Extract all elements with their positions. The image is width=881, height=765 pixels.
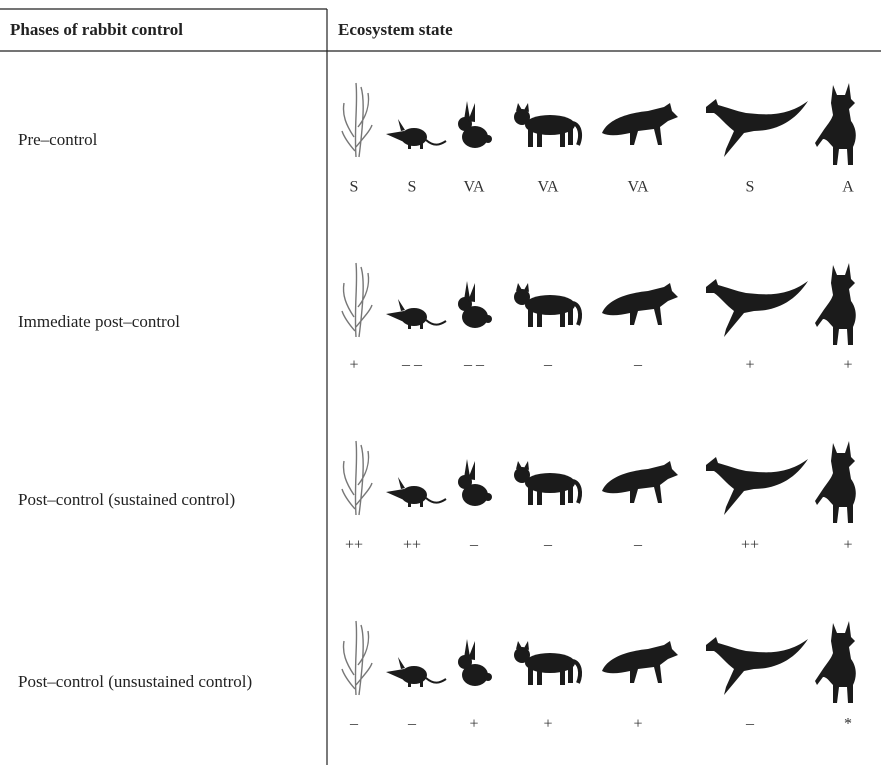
state-label: + — [843, 537, 852, 554]
state-label: + — [543, 716, 552, 733]
state-label: * — [844, 716, 852, 733]
phase-label: Pre–control — [18, 130, 98, 149]
icons — [341, 82, 856, 703]
state-label: – — [745, 716, 755, 733]
state-label: – — [633, 357, 643, 374]
state-label: + — [349, 357, 358, 374]
phase-label: Post–control (unsustained control) — [18, 672, 252, 691]
state-label: ++ — [345, 537, 363, 554]
state-label: VA — [537, 179, 558, 196]
state-label: – — [469, 537, 479, 554]
phase-label: Post–control (sustained control) — [18, 490, 235, 509]
header-phase: Phases of rabbit control — [10, 20, 183, 39]
state-label: A — [842, 179, 854, 196]
state-label: – — [407, 716, 417, 733]
state-label: S — [350, 179, 359, 196]
state-label: VA — [463, 179, 484, 196]
header-state: Ecosystem state — [338, 20, 453, 39]
state-label: – — [543, 357, 553, 374]
state-label: + — [633, 716, 642, 733]
state-label: + — [745, 357, 754, 374]
state-label: S — [408, 179, 417, 196]
phase-label: Immediate post–control — [18, 312, 180, 331]
state-label: – – — [401, 357, 423, 374]
state-label: – – — [463, 357, 485, 374]
state-label: – — [349, 716, 359, 733]
state-label: ++ — [403, 537, 421, 554]
state-label: – — [633, 537, 643, 554]
state-label: ++ — [741, 537, 759, 554]
state-label: + — [469, 716, 478, 733]
state-label: VA — [627, 179, 648, 196]
state-label: S — [746, 179, 755, 196]
state-label: – — [543, 537, 553, 554]
state-label: + — [843, 357, 852, 374]
